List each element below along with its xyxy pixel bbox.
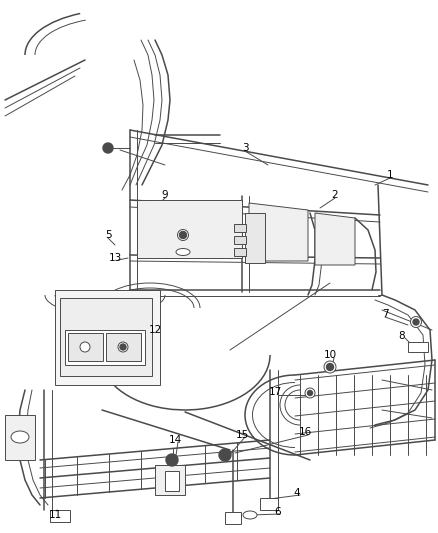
Circle shape	[305, 388, 315, 398]
Bar	[50, 510, 70, 522]
Text: 1: 1	[387, 170, 393, 180]
Circle shape	[166, 454, 178, 466]
Bar	[5, 415, 35, 460]
Bar	[106, 333, 141, 361]
Circle shape	[307, 391, 312, 395]
Circle shape	[180, 232, 186, 238]
Text: 12: 12	[148, 325, 162, 335]
Ellipse shape	[11, 431, 29, 443]
Text: 10: 10	[323, 350, 336, 360]
Text: 15: 15	[235, 430, 249, 440]
Bar	[68, 333, 103, 361]
Text: 11: 11	[48, 510, 62, 520]
Circle shape	[410, 317, 421, 327]
Circle shape	[326, 364, 333, 370]
Text: 2: 2	[332, 190, 338, 200]
Circle shape	[80, 342, 90, 352]
Circle shape	[177, 230, 188, 240]
Bar	[65, 330, 145, 365]
Circle shape	[413, 319, 419, 325]
Bar	[165, 471, 179, 491]
Text: 16: 16	[298, 427, 311, 437]
Circle shape	[219, 449, 231, 461]
Circle shape	[118, 342, 128, 352]
Bar	[260, 498, 278, 510]
Bar	[234, 248, 246, 256]
Circle shape	[180, 231, 187, 238]
Circle shape	[324, 361, 336, 373]
Ellipse shape	[243, 511, 257, 519]
Text: 14: 14	[168, 435, 182, 445]
Text: 13: 13	[108, 253, 122, 263]
Text: 3: 3	[242, 143, 248, 153]
Polygon shape	[55, 290, 160, 385]
Text: 5: 5	[105, 230, 111, 240]
Bar	[234, 224, 246, 232]
Bar	[225, 512, 241, 524]
Text: 4: 4	[294, 488, 300, 498]
Ellipse shape	[176, 248, 190, 255]
Bar	[245, 213, 265, 263]
Text: 6: 6	[275, 507, 281, 517]
Text: 9: 9	[162, 190, 168, 200]
Circle shape	[120, 344, 126, 350]
Polygon shape	[249, 203, 308, 261]
Circle shape	[180, 232, 186, 238]
Circle shape	[103, 143, 113, 153]
Polygon shape	[137, 200, 242, 258]
Polygon shape	[315, 213, 355, 265]
Bar	[234, 236, 246, 244]
Bar	[155, 465, 185, 495]
Text: 8: 8	[399, 331, 405, 341]
Text: 7: 7	[381, 309, 389, 319]
Bar	[60, 298, 152, 376]
Bar	[408, 342, 428, 352]
Text: 17: 17	[268, 387, 282, 397]
